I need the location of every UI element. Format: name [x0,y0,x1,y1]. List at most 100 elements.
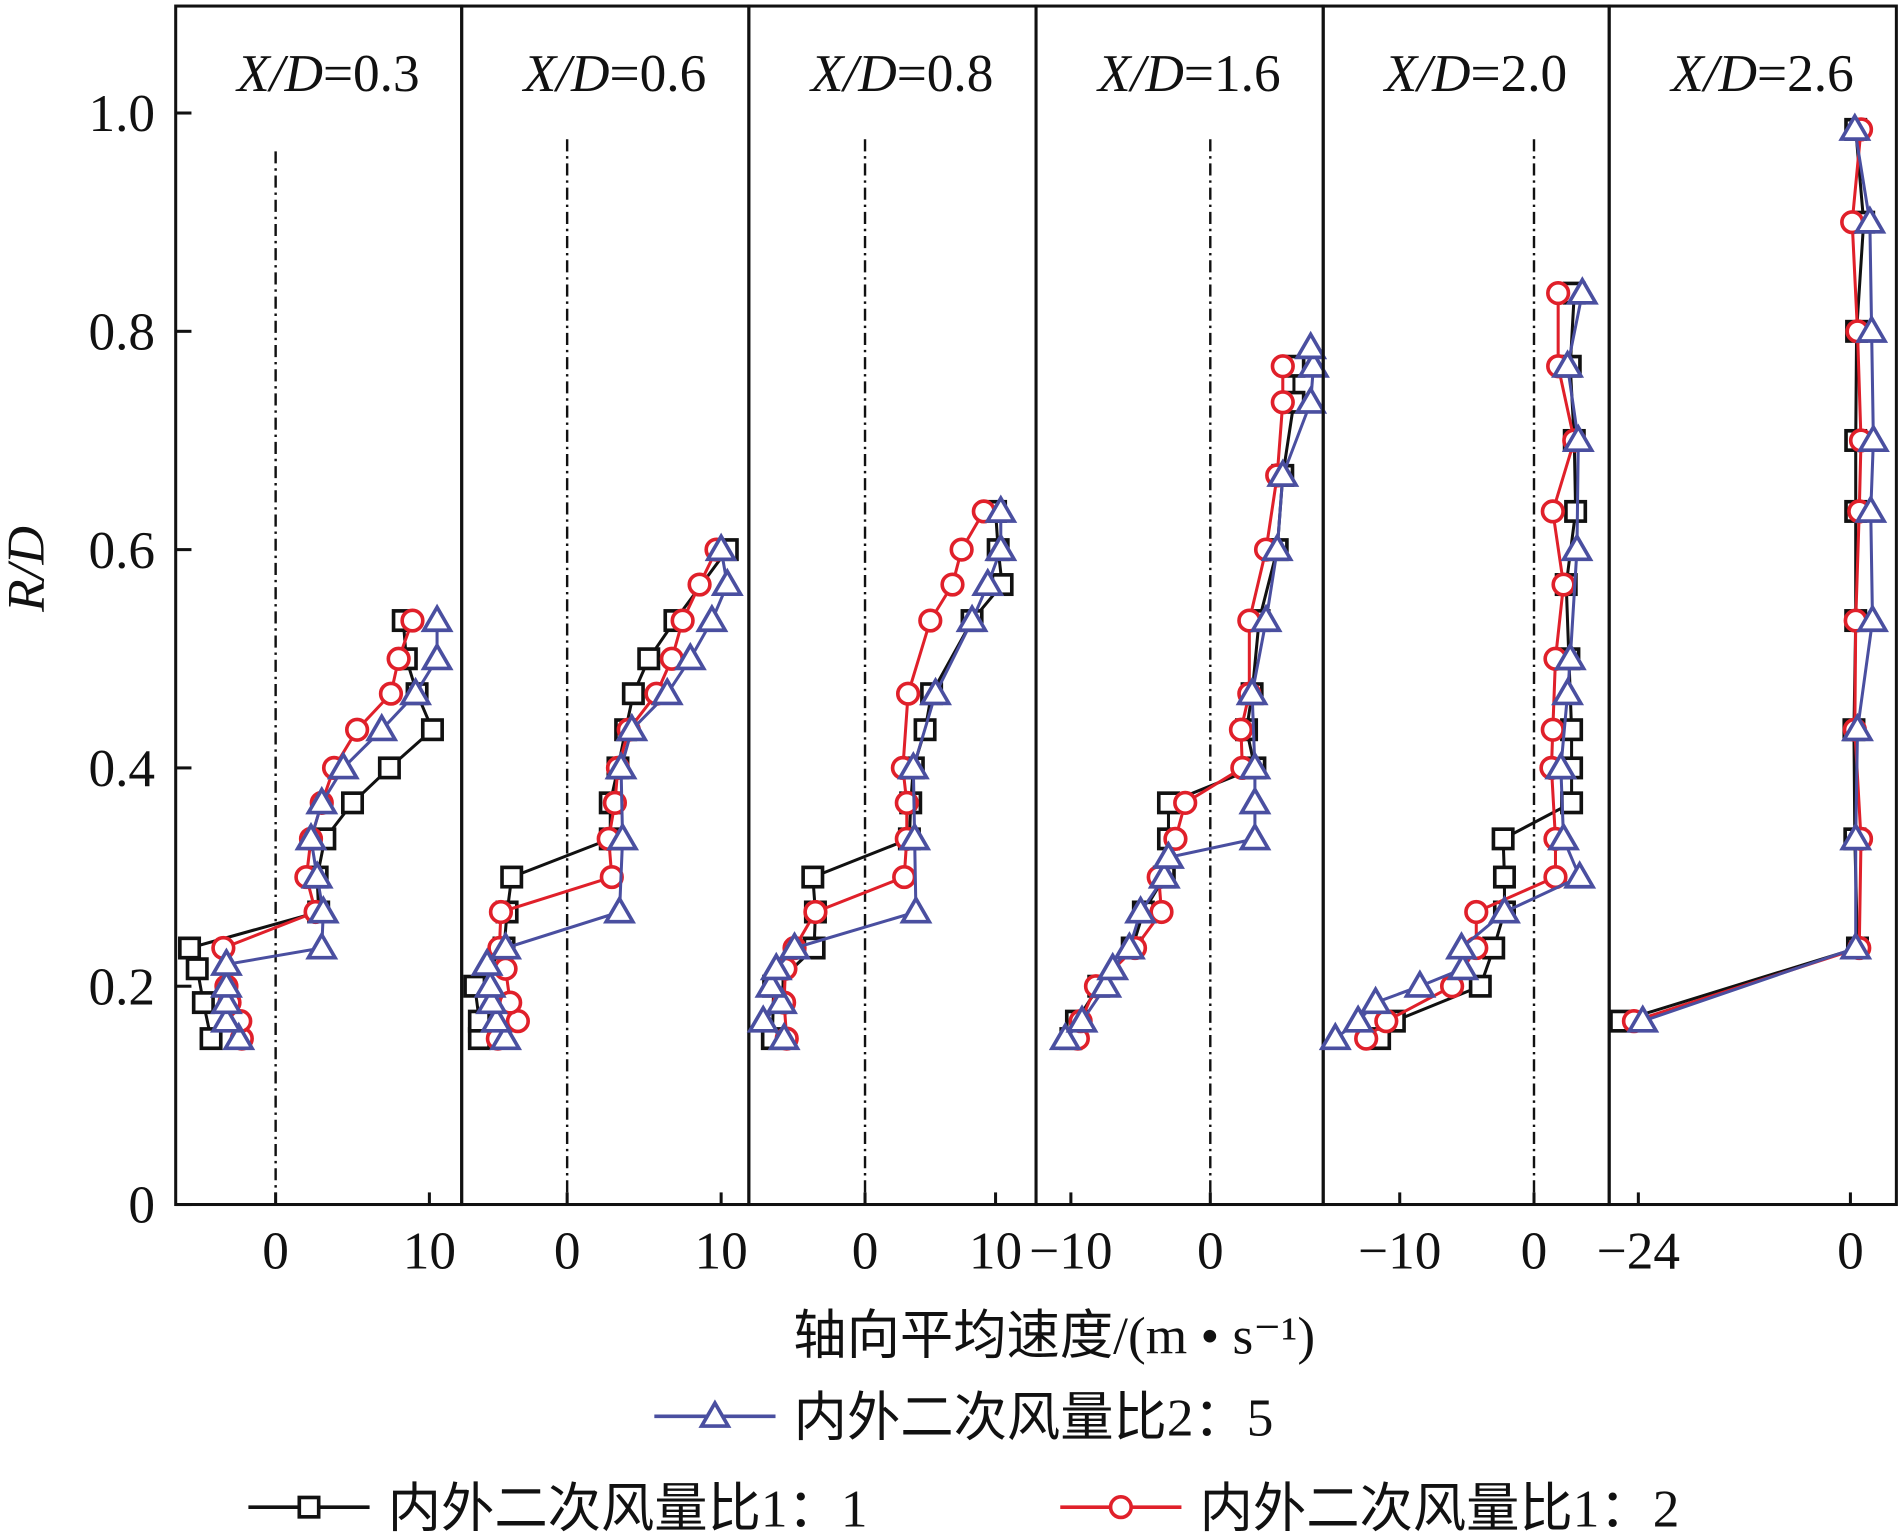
data-point-circle [345,717,370,742]
x-tick-label: −24 [1597,1222,1680,1281]
series-line [760,511,1003,1040]
legend: 内外二次风量比2：5 内外二次风量比1：1 内外二次风量比1：2 [248,1389,1679,1535]
legend-marker-triangle [698,1399,732,1428]
panel-frame [1607,4,1898,1207]
panel-1: X/D=0.3 0 10 [174,4,464,1281]
legend-item: 内外二次风量比1：1 [248,1480,868,1535]
data-point-triangle [1839,931,1873,960]
data-point-triangle [1238,750,1272,780]
data-point-square [420,718,444,742]
series-triangle [1626,112,1890,1033]
data-point-triangle [1124,895,1158,924]
data-point-square [1468,974,1492,998]
data-point-triangle [1487,895,1521,924]
x-tick-label: 0 [554,1222,581,1281]
legend-marker-circle [1108,1495,1133,1520]
data-point-circle [386,646,411,671]
data-point-triangle [1838,112,1872,141]
data-point-triangle [420,603,454,633]
series-triangle [1318,276,1599,1051]
series-line [770,511,1004,1039]
data-point-triangle [1089,969,1123,998]
x-tick-label: 10 [403,1222,456,1281]
data-point-square [621,682,645,706]
panel-title-value: =0.6 [610,44,707,103]
data-point-circle [670,608,695,633]
data-point-triangle [1266,458,1300,487]
data-point-triangle [1856,603,1889,633]
data-point-triangle [899,895,933,924]
data-point-triangle [695,603,729,633]
data-point-triangle [1403,969,1437,998]
series-line [1334,292,1584,1040]
data-point-triangle [470,947,504,976]
panel-title: X/D=2.0 [1383,44,1568,103]
data-point-triangle [984,532,1018,562]
data-point-triangle [1854,494,1888,523]
data-point-triangle [1296,349,1330,378]
panel-title-value: =1.6 [1184,44,1281,103]
data-point-circle [1540,499,1565,524]
data-point-square [1492,865,1516,889]
data-point-square [1491,827,1515,851]
series-line [496,548,718,1040]
data-point-triangle [300,860,334,889]
data-point-triangle [1294,385,1328,414]
y-tick-label: 1.0 [88,84,155,143]
data-point-triangle [222,1021,256,1051]
data-point-square [1560,791,1584,815]
data-point-triangle [710,567,744,597]
data-point-triangle [1238,821,1272,851]
data-point-square [1564,499,1588,523]
data-point-triangle [765,985,798,1015]
data-point-circle [894,790,919,815]
x-tick-label: 0 [1197,1222,1224,1281]
data-point-triangle [294,821,328,851]
data-point-circle [1540,717,1565,742]
series-circle [1354,281,1587,1051]
data-point-square [178,936,202,960]
panel-4: X/D=1.6 −10 0 [1029,4,1330,1281]
data-point-triangle [615,712,649,742]
data-point-triangle [673,641,707,671]
data-point-square [500,865,524,889]
data-point-triangle [1560,532,1594,562]
series-circle [1621,117,1874,1034]
data-point-triangle [759,951,793,981]
data-point-triangle [603,895,636,924]
data-point-triangle [1563,860,1597,889]
data-point-circle [803,899,828,925]
data-point-triangle [1841,712,1874,742]
data-point-triangle [984,494,1018,523]
data-point-square [191,991,215,1015]
data-point-triangle [306,895,340,924]
series-circle [211,608,425,1051]
series-triangle [470,532,744,1051]
data-point-triangle [1260,532,1294,562]
data-point-triangle [365,712,399,742]
series-line [1633,129,1863,1023]
series-circle [485,537,729,1051]
data-point-circle [602,790,628,815]
x-tick-label: 0 [1837,1222,1864,1281]
data-point-triangle [606,821,640,851]
data-point-circle [1149,899,1174,925]
panel-title-value: =0.8 [897,44,994,103]
data-point-triangle [489,931,523,960]
data-point-triangle [898,821,932,851]
data-point-circle [400,608,425,633]
data-point-triangle [473,969,507,998]
panel-title-variable: X/D [1669,44,1757,103]
data-point-triangle [1856,423,1890,452]
data-point-triangle [305,931,339,960]
panel-title: X/D=2.6 [1669,44,1854,103]
data-point-triangle [1446,951,1480,981]
data-point-square [340,791,365,815]
panel-frame [747,4,1038,1207]
data-point-triangle [767,1021,801,1051]
data-point-triangle [326,750,360,780]
panel-title-variable: X/D [1383,44,1471,103]
y-axis-label: R/D [0,526,56,613]
y-tick-label: 0.6 [88,521,155,580]
data-point-triangle [1553,641,1587,671]
